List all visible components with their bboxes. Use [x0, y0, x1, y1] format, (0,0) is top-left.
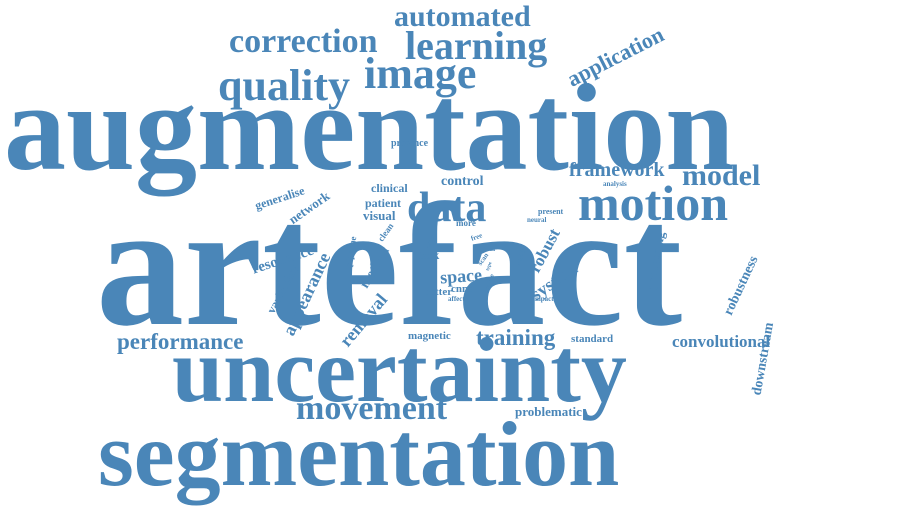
word-uncertainty: uncertainty: [172, 319, 627, 421]
word-segmentation: segmentation: [98, 403, 620, 505]
word-motion: motion: [578, 175, 728, 231]
word-standard: standard: [571, 333, 614, 345]
word-clinical: clinical: [371, 181, 408, 195]
word-magnetic: magnetic: [408, 330, 451, 342]
word-analysis: analysis: [603, 180, 627, 188]
word-visual: visual: [363, 208, 396, 223]
word-model: model: [682, 159, 761, 192]
word-neural: neural: [527, 216, 547, 224]
word-data: data: [407, 185, 487, 231]
word-image: image: [364, 49, 477, 98]
word-affect: affect: [448, 295, 465, 303]
word-artefact: artefact: [96, 168, 683, 363]
word-performance: performance: [117, 329, 244, 354]
word-presence: presence: [391, 138, 429, 149]
word-cnns: cnns: [451, 283, 473, 295]
word-correction: correction: [229, 23, 378, 60]
word-better: better: [424, 286, 453, 298]
word-convolutional: convolutional: [672, 332, 771, 351]
word-quality: quality: [218, 61, 351, 110]
word-learning: learning: [405, 23, 548, 68]
word-automated: automated: [394, 0, 531, 33]
word-real: real: [482, 244, 496, 253]
word-patient: patient: [365, 196, 401, 210]
word-task: task: [418, 248, 440, 262]
word-robustness: robustness: [721, 253, 762, 318]
word-training: training: [476, 325, 556, 350]
word-framework: framework: [569, 159, 665, 181]
word-present: present: [538, 207, 564, 216]
word-more: more: [456, 218, 476, 228]
word-problematic: problematic: [515, 404, 582, 419]
word-impact: impact: [533, 295, 554, 303]
word-movement: movement: [296, 390, 448, 427]
word-control: control: [441, 174, 484, 189]
word-augmentation: augmentation: [4, 59, 735, 196]
